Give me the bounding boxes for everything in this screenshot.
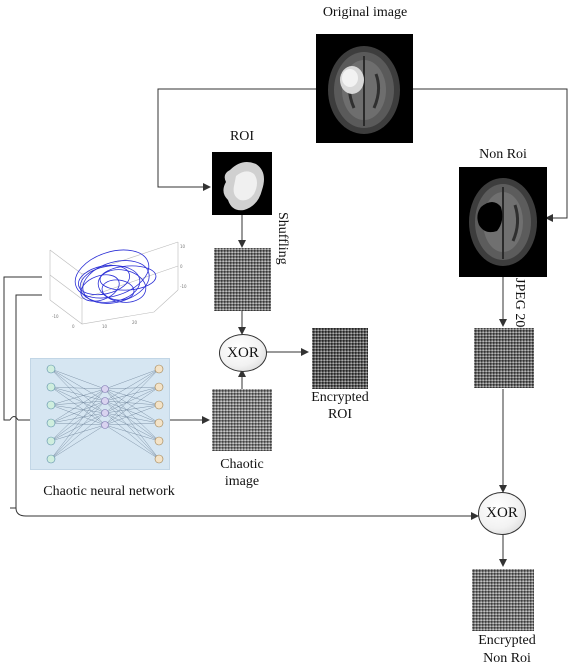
- neural-network-svg: [46, 364, 164, 464]
- line-loop-bottom: [15, 507, 479, 520]
- line-hop-crossing: [9, 416, 19, 421]
- shuffling-label: Shuffling: [275, 212, 290, 265]
- svg-text:10: 10: [180, 244, 186, 249]
- brain-mri-nonroi: [469, 178, 537, 266]
- shuffled-roi-image: [214, 248, 271, 311]
- encrypted-roi-image: [312, 328, 368, 389]
- svg-text:0: 0: [72, 324, 75, 329]
- non-roi-image: [459, 167, 547, 277]
- original-image: [316, 34, 413, 143]
- chaotic-neural-network-label: Chaotic neural network: [43, 484, 175, 499]
- brain-mri-original: [328, 46, 400, 134]
- non-roi-label: Non Roi: [479, 147, 527, 162]
- encrypted-roi-label-line2: ROI: [327, 407, 353, 422]
- xor-nonroi-label: XOR: [486, 505, 518, 521]
- encrypted-nonroi-label-line2: Non Roi: [483, 651, 531, 666]
- chaotic-image: [212, 389, 272, 451]
- xor-roi-label: XOR: [227, 344, 259, 361]
- chaotic-attractor-plot: -10 0 10 20 10 0 -10: [42, 238, 187, 346]
- svg-text:-10: -10: [180, 284, 187, 289]
- svg-text:20: 20: [132, 320, 138, 325]
- encrypted-nonroi-label-line1: Encrypted: [478, 633, 536, 648]
- encrypted-roi-label-line1: Encrypted: [311, 390, 369, 405]
- svg-text:0: 0: [180, 264, 183, 269]
- xor-roi-node: XOR: [219, 334, 267, 372]
- svg-text:10: 10: [102, 324, 108, 329]
- arrow-original-to-nonroi: [413, 88, 568, 222]
- line-attractor-to-xor: [10, 294, 42, 509]
- attractor-3d-svg: -10 0 10 20 10 0 -10: [49, 241, 187, 329]
- jpeg2000-label: JPEG 2000: [512, 278, 527, 342]
- neural-network-panel: [30, 358, 170, 470]
- chaotic-image-label-line2: image: [224, 474, 260, 489]
- encrypted-nonroi-image: [472, 569, 534, 631]
- roi-image: [212, 152, 272, 215]
- svg-text:-10: -10: [52, 314, 59, 319]
- chaotic-image-label-line1: Chaotic: [220, 457, 264, 472]
- xor-nonroi-node: XOR: [478, 492, 526, 535]
- original-image-label: Original image: [322, 5, 408, 20]
- compressed-nonroi-image: [474, 328, 534, 388]
- line-attractor-left: [3, 276, 42, 421]
- roi-label: ROI: [229, 129, 255, 144]
- arrow-original-to-roi: [157, 88, 316, 191]
- roi-segment: [223, 162, 264, 211]
